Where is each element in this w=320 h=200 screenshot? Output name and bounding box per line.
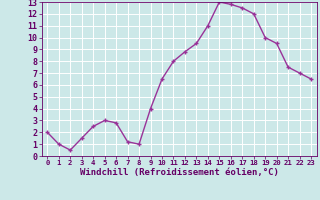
X-axis label: Windchill (Refroidissement éolien,°C): Windchill (Refroidissement éolien,°C): [80, 168, 279, 177]
